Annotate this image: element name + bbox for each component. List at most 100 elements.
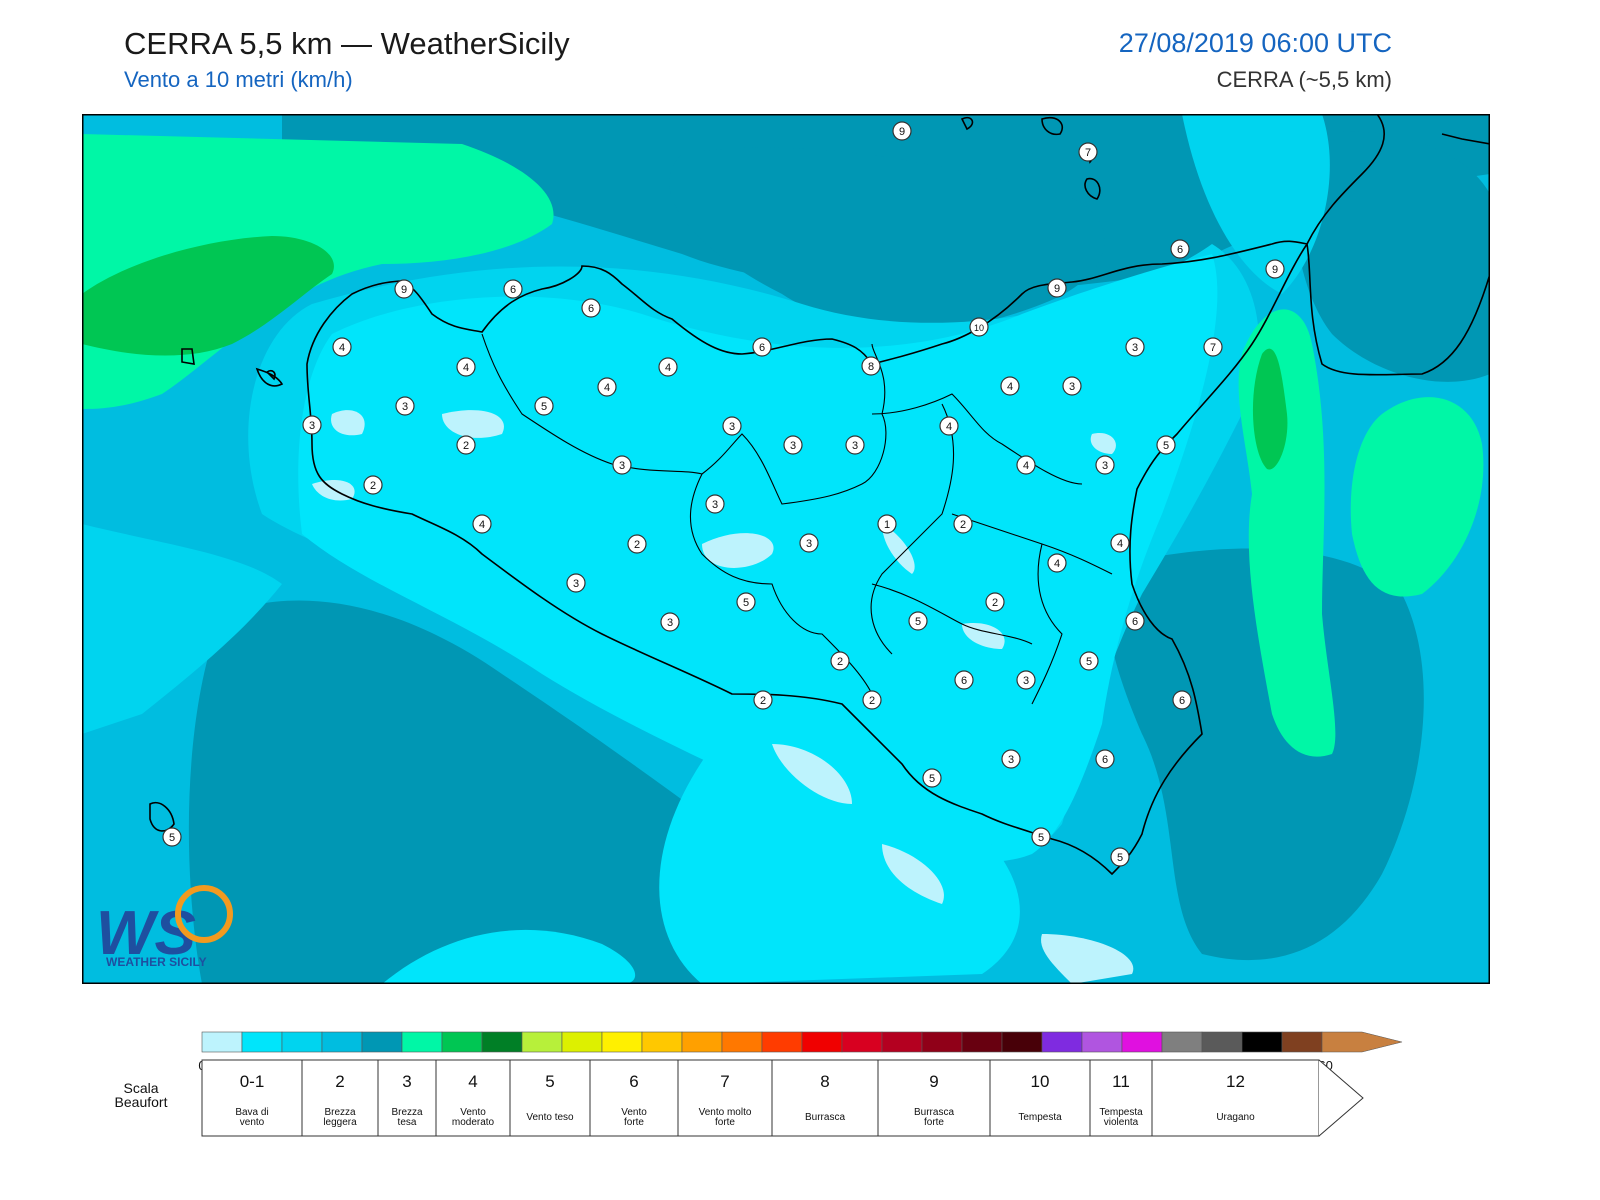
beaufort-box xyxy=(677,1059,773,1137)
beaufort-number: 11 xyxy=(1112,1072,1130,1091)
wind-band-0-2-a xyxy=(702,533,774,568)
station-wind-value: 5 xyxy=(1163,440,1169,452)
beaufort-description: Vento teso xyxy=(526,1112,574,1123)
station-marker: 4 xyxy=(597,377,617,397)
station-wind-value: 6 xyxy=(1132,616,1138,628)
station-marker: 3 xyxy=(302,415,322,435)
station-circle xyxy=(1016,455,1036,475)
ustica-island xyxy=(181,348,276,381)
logo-text: WEATHER SICILY xyxy=(106,955,207,969)
station-circle xyxy=(1062,376,1082,396)
colorbar-swatch xyxy=(1281,1031,1323,1053)
station-wind-value: 6 xyxy=(1177,244,1183,256)
station-circle xyxy=(363,475,383,495)
colorbar-swatch xyxy=(801,1031,843,1053)
station-wind-value: 3 xyxy=(806,538,812,550)
station-circle xyxy=(954,670,974,690)
beaufort-description: Burrasca xyxy=(805,1112,845,1123)
map-subtitle: Vento a 10 metri (km/h) xyxy=(124,67,353,92)
station-marker: 4 xyxy=(1000,376,1020,396)
station-marker: 5 xyxy=(162,827,182,847)
station-wind-value: 5 xyxy=(1117,852,1123,864)
station-marker: 9 xyxy=(892,121,912,141)
station-marker: 3 xyxy=(705,494,725,514)
beaufort-number: 0-1 xyxy=(240,1072,265,1091)
station-circle xyxy=(456,435,476,455)
colorbar-swatch xyxy=(521,1031,563,1053)
station-marker: 7 xyxy=(1203,337,1223,357)
beaufort-description: moderato xyxy=(452,1117,495,1128)
station-wind-value: 3 xyxy=(667,617,673,629)
station-marker: 3 xyxy=(722,416,742,436)
wind-band-0-2-g xyxy=(882,844,944,904)
beaufort-label: Scala xyxy=(123,1080,158,1096)
colorbar-swatch xyxy=(881,1031,923,1053)
station-marker: 7 xyxy=(1078,142,1098,162)
colorbar-swatch xyxy=(1201,1031,1243,1053)
beaufort-box xyxy=(589,1059,679,1137)
station-marker: 3 xyxy=(845,435,865,455)
station-circle xyxy=(1156,435,1176,455)
station-circle xyxy=(332,337,352,357)
station-marker: 3 xyxy=(1016,670,1036,690)
station-marker: 3 xyxy=(783,435,803,455)
colorbar-swatch xyxy=(441,1031,483,1053)
station-wind-value: 9 xyxy=(1272,264,1278,276)
station-marker: 3 xyxy=(1125,337,1145,357)
station-marker: 4 xyxy=(1110,533,1130,553)
map-frame xyxy=(82,114,1490,984)
station-circle xyxy=(456,357,476,377)
station-wind-value: 3 xyxy=(1132,342,1138,354)
station-circle xyxy=(395,396,415,416)
station-wind-value: 2 xyxy=(869,695,875,707)
station-wind-value: 2 xyxy=(837,656,843,668)
wind-band-20-25-northwest xyxy=(82,236,334,356)
beaufort-label: Beaufort xyxy=(115,1094,168,1110)
forecast-datetime: 27/08/2019 06:00 UTC xyxy=(1118,28,1392,58)
station-marker: 6 xyxy=(503,279,523,299)
station-wind-value: 7 xyxy=(1210,342,1216,354)
station-circle xyxy=(705,494,725,514)
station-circle xyxy=(534,396,554,416)
colorbar-swatch xyxy=(1121,1031,1163,1053)
station-circle xyxy=(861,356,881,376)
station-wind-value: 4 xyxy=(339,342,345,354)
station-marker: 5 xyxy=(1079,651,1099,671)
beaufort-number: 4 xyxy=(468,1072,477,1091)
beaufort-box xyxy=(509,1059,591,1137)
station-marker: 5 xyxy=(1110,847,1130,867)
beaufort-description: Vento xyxy=(460,1107,486,1118)
station-circle xyxy=(1095,749,1115,769)
beaufort-number: 9 xyxy=(929,1072,938,1091)
station-wind-value: 3 xyxy=(729,421,735,433)
station-wind-value: 6 xyxy=(759,342,765,354)
weathersicily-logo: WS WEATHER SICILY xyxy=(96,885,233,969)
wind-band-0-2-f xyxy=(772,744,852,804)
beaufort-description: Brezza xyxy=(391,1107,423,1118)
station-wind-value: 4 xyxy=(665,362,671,374)
map-legend: 0257101520253035404550556065707580859095… xyxy=(115,1031,1403,1137)
station-marker: 5 xyxy=(1031,827,1051,847)
colorbar-swatch xyxy=(721,1031,763,1053)
eolie-islands xyxy=(960,116,1101,200)
station-circle xyxy=(1110,847,1130,867)
sicily-coast xyxy=(306,240,1309,876)
station-marker: 4 xyxy=(1047,553,1067,573)
station-circle xyxy=(722,416,742,436)
station-wind-value: 4 xyxy=(463,362,469,374)
wind-band-0-2-d xyxy=(882,524,915,574)
wind-band-0-2-h xyxy=(1041,934,1134,984)
station-marker: 2 xyxy=(862,690,882,710)
beaufort-number: 8 xyxy=(820,1072,829,1091)
station-marker: 5 xyxy=(908,611,928,631)
station-marker: 2 xyxy=(985,592,1005,612)
station-wind-value: 3 xyxy=(1069,381,1075,393)
station-marker: 9 xyxy=(1265,259,1285,279)
station-marker: 10 xyxy=(969,317,989,337)
beaufort-cell: 5 Vento teso xyxy=(509,1059,591,1137)
station-circle xyxy=(612,455,632,475)
